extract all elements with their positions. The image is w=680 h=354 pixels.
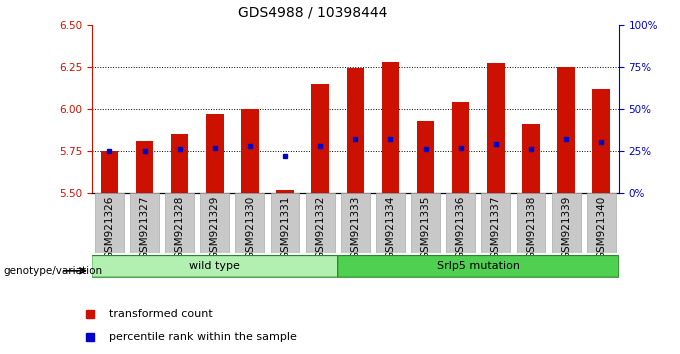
- Bar: [206, 114, 224, 193]
- FancyBboxPatch shape: [551, 193, 581, 253]
- FancyBboxPatch shape: [95, 193, 124, 253]
- Text: wild type: wild type: [189, 261, 240, 272]
- Bar: [276, 190, 294, 193]
- Bar: [136, 141, 153, 193]
- Bar: [452, 102, 469, 193]
- Bar: [558, 67, 575, 193]
- Text: Srlp5 mutation: Srlp5 mutation: [437, 261, 520, 272]
- Text: genotype/variation: genotype/variation: [3, 266, 103, 276]
- FancyBboxPatch shape: [517, 193, 545, 253]
- Text: percentile rank within the sample: percentile rank within the sample: [109, 332, 296, 342]
- Bar: [417, 121, 435, 193]
- FancyBboxPatch shape: [92, 256, 338, 277]
- FancyBboxPatch shape: [306, 193, 335, 253]
- Bar: [241, 109, 258, 193]
- Text: GSM921334: GSM921334: [386, 196, 396, 259]
- FancyBboxPatch shape: [338, 256, 619, 277]
- FancyBboxPatch shape: [341, 193, 370, 253]
- Bar: [381, 62, 399, 193]
- Text: transformed count: transformed count: [109, 309, 213, 319]
- Text: GSM921328: GSM921328: [175, 196, 185, 259]
- Bar: [101, 151, 118, 193]
- Text: GSM921335: GSM921335: [420, 196, 430, 259]
- Text: GSM921338: GSM921338: [526, 196, 536, 259]
- Bar: [522, 124, 540, 193]
- Text: GSM921339: GSM921339: [561, 196, 571, 259]
- Text: GSM921340: GSM921340: [596, 196, 607, 259]
- Text: GDS4988 / 10398444: GDS4988 / 10398444: [238, 5, 388, 19]
- FancyBboxPatch shape: [271, 193, 299, 253]
- FancyBboxPatch shape: [446, 193, 475, 253]
- Bar: [592, 89, 610, 193]
- Text: GSM921329: GSM921329: [209, 196, 220, 259]
- Text: GSM921330: GSM921330: [245, 196, 255, 259]
- Text: GSM921336: GSM921336: [456, 196, 466, 259]
- Text: GSM921333: GSM921333: [350, 196, 360, 259]
- Bar: [487, 63, 505, 193]
- Text: GSM921337: GSM921337: [491, 196, 501, 259]
- FancyBboxPatch shape: [235, 193, 265, 253]
- FancyBboxPatch shape: [376, 193, 405, 253]
- FancyBboxPatch shape: [130, 193, 159, 253]
- FancyBboxPatch shape: [201, 193, 229, 253]
- Bar: [311, 84, 329, 193]
- Text: GSM921331: GSM921331: [280, 196, 290, 259]
- Text: GSM921332: GSM921332: [315, 196, 325, 259]
- Text: GSM921326: GSM921326: [104, 196, 114, 259]
- Text: GSM921327: GSM921327: [139, 196, 150, 259]
- Bar: [171, 134, 188, 193]
- FancyBboxPatch shape: [411, 193, 440, 253]
- FancyBboxPatch shape: [165, 193, 194, 253]
- Bar: [347, 69, 364, 193]
- FancyBboxPatch shape: [481, 193, 510, 253]
- FancyBboxPatch shape: [587, 193, 615, 253]
